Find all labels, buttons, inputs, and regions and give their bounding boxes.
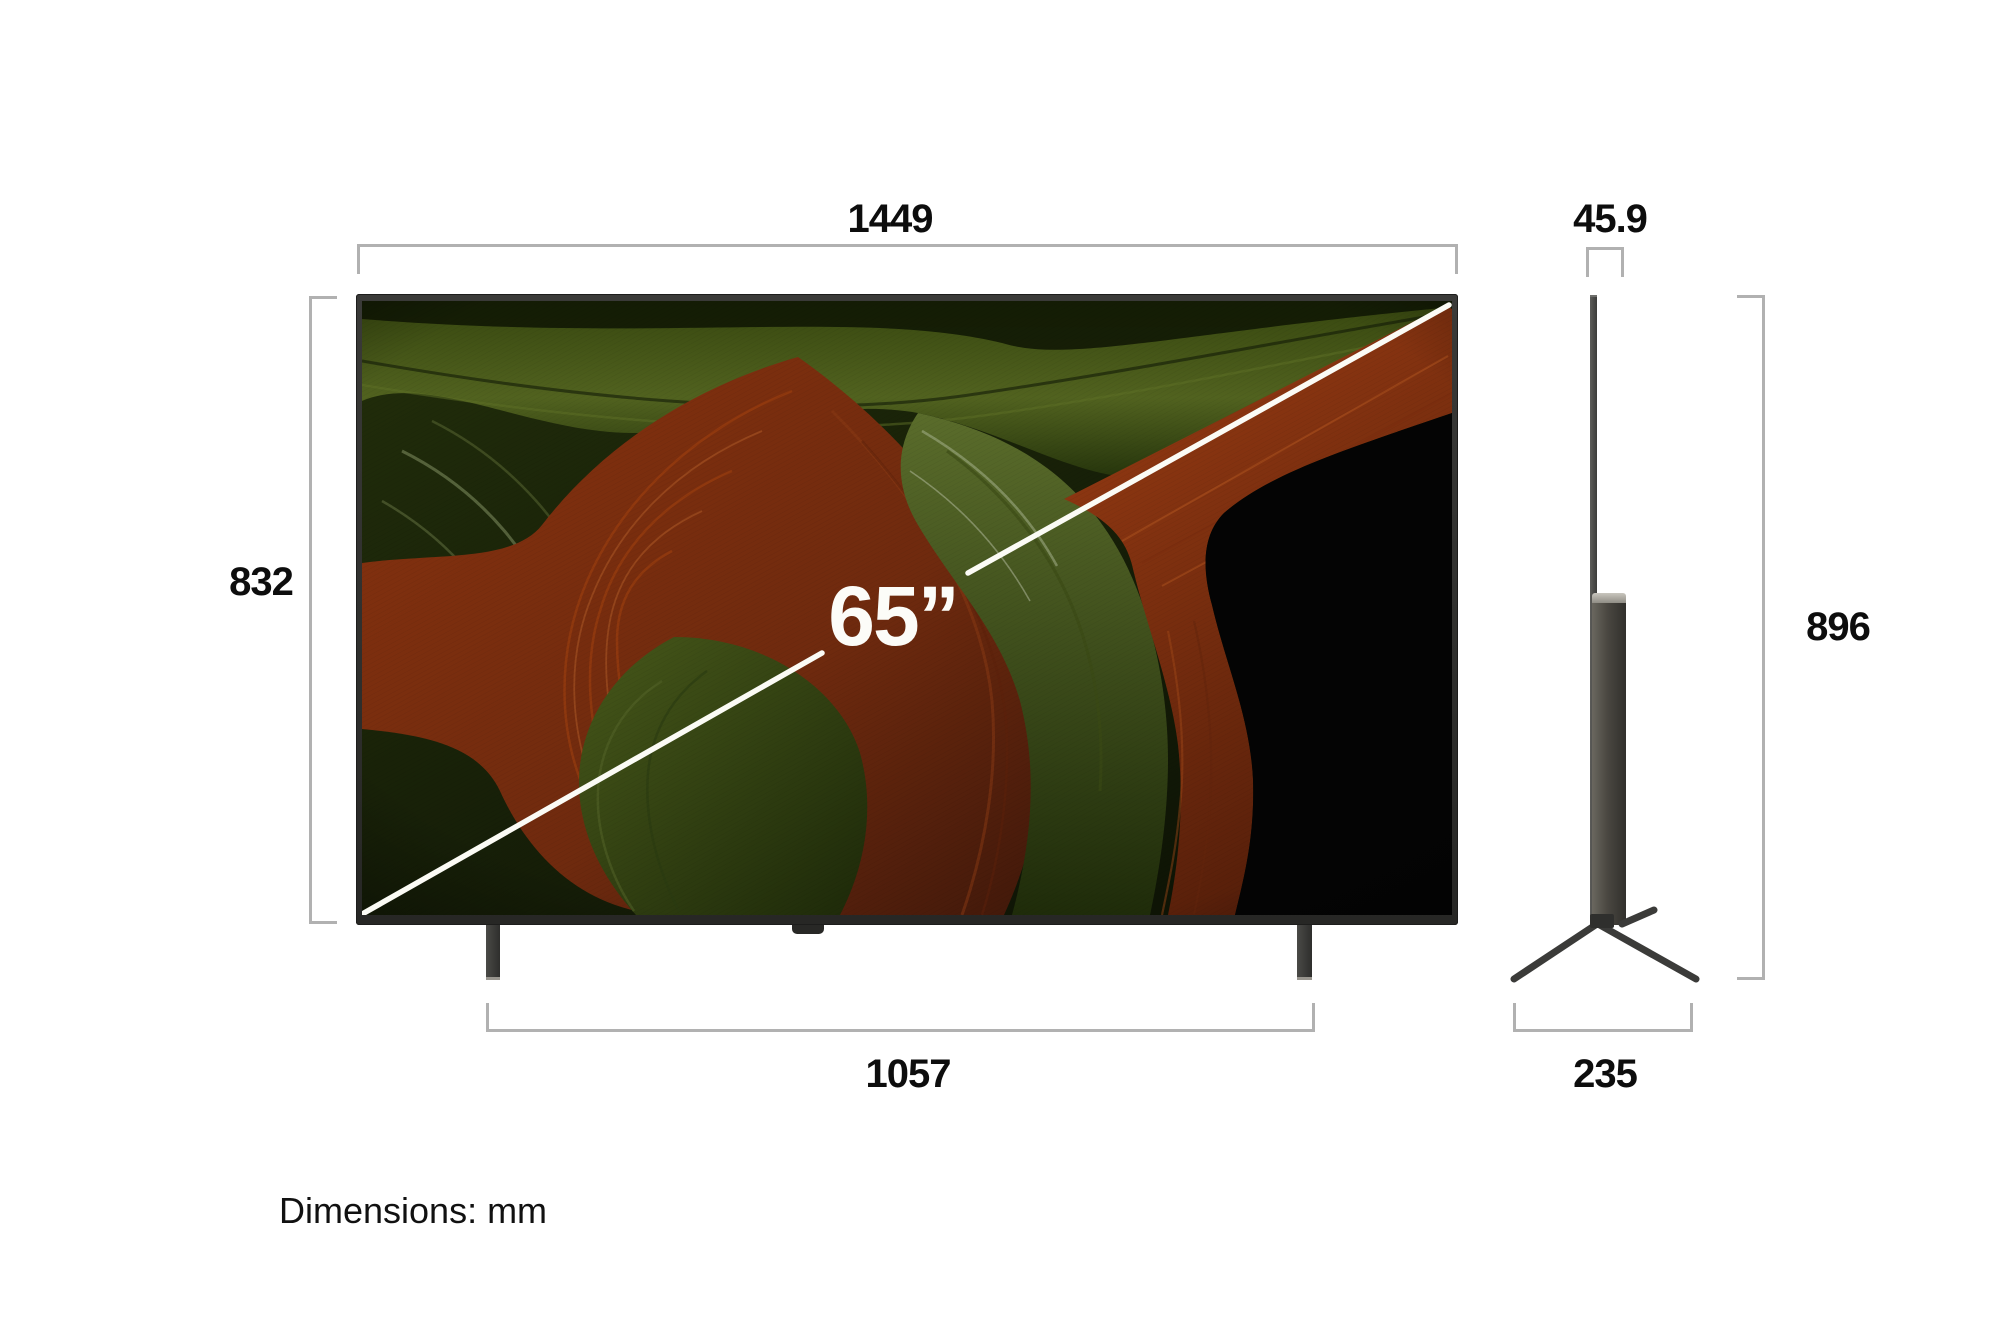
tv-center-chin-tab: [792, 925, 824, 934]
screen-size-label: 65”: [828, 569, 957, 663]
stand-depth-label: 235: [1573, 1052, 1638, 1096]
side-view-stand-cap: [1592, 593, 1626, 603]
screen-wallpaper-art: 65”: [362, 301, 1452, 915]
width-dimension-line: [357, 244, 1458, 274]
tv-screen: 65”: [362, 301, 1452, 915]
front-width-label: 1449: [847, 197, 934, 241]
side-height-label: 896: [1806, 605, 1871, 649]
tv-left-foot: [486, 925, 500, 980]
front-height-label: 832: [229, 560, 294, 604]
side-depth-label: 45.9: [1573, 197, 1648, 241]
stand-width-label: 1057: [865, 1052, 952, 1096]
tv-front-view: 65”: [356, 294, 1458, 925]
stand-depth-dimension-line: [1513, 1003, 1693, 1032]
stand-width-dimension-line: [486, 1003, 1315, 1032]
height-dimension-line: [309, 296, 337, 924]
side-height-dimension-line: [1737, 295, 1765, 980]
depth-dimension-line: [1586, 247, 1624, 277]
tv-right-foot: [1297, 925, 1312, 980]
screen-diagonal-line: [362, 302, 1452, 915]
side-view-stand-neck: [1592, 603, 1626, 925]
side-view-stand-feet: [1510, 906, 1700, 983]
dimensions-unit-footnote: Dimensions: mm: [279, 1190, 548, 1231]
